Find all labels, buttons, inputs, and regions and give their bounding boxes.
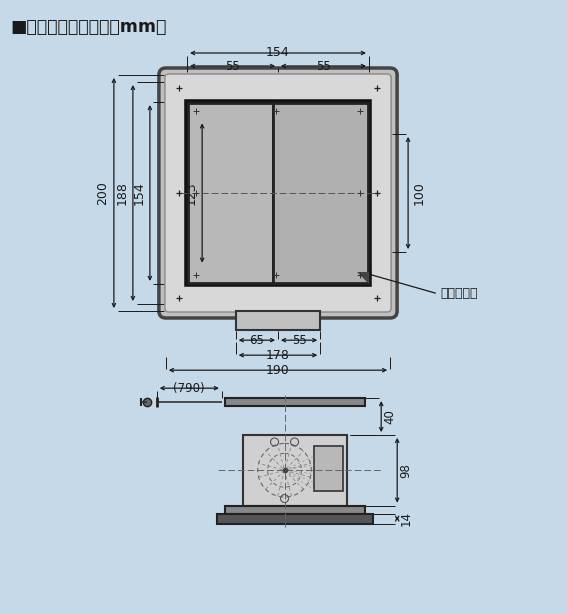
Text: 190: 190: [266, 363, 290, 376]
Bar: [188, 103, 273, 283]
Text: 14: 14: [400, 511, 413, 526]
Text: 55: 55: [225, 60, 240, 72]
Bar: [243, 435, 347, 505]
Text: ■外形寸法図（単位：mm）: ■外形寸法図（単位：mm）: [10, 18, 166, 36]
Text: 65: 65: [249, 333, 264, 347]
Text: 55: 55: [316, 60, 331, 72]
Text: 98: 98: [400, 463, 413, 478]
Text: 100: 100: [413, 181, 426, 205]
Text: 40: 40: [384, 409, 397, 424]
FancyBboxPatch shape: [159, 68, 397, 318]
Text: 55: 55: [291, 333, 307, 347]
Text: 154: 154: [133, 181, 145, 205]
FancyBboxPatch shape: [165, 74, 391, 312]
Bar: [225, 398, 365, 406]
Bar: [187, 102, 369, 284]
Bar: [225, 505, 365, 513]
Text: 154: 154: [266, 47, 290, 60]
Bar: [273, 103, 369, 283]
Text: 188: 188: [116, 181, 128, 205]
Text: 200: 200: [96, 181, 109, 205]
Bar: [314, 446, 343, 491]
Text: 178: 178: [266, 349, 290, 362]
Text: (790): (790): [174, 382, 205, 395]
Text: 123: 123: [185, 181, 198, 205]
Polygon shape: [357, 272, 369, 284]
Bar: [236, 311, 320, 330]
Text: シャッター: シャッター: [440, 287, 477, 300]
Bar: [217, 513, 373, 524]
